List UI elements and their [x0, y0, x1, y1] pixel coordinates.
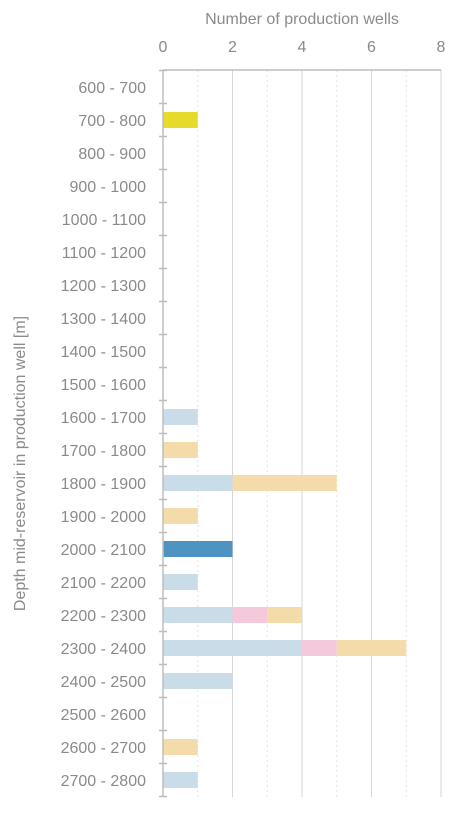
axes: [159, 69, 441, 798]
x-tick-label: 6: [367, 39, 376, 56]
category-label: 700 - 800: [78, 113, 146, 130]
x-tick-labels: 0 2 4 6 8: [159, 39, 446, 56]
category-label: 1300 - 1400: [61, 311, 147, 328]
bar-segment: [163, 673, 233, 689]
bar-segment: [267, 607, 302, 623]
bar-segment: [163, 607, 233, 623]
x-tick-label: 0: [159, 39, 168, 56]
bar-segment: [163, 574, 198, 590]
category-label: 1200 - 1300: [61, 278, 147, 295]
category-label: 2100 - 2200: [61, 575, 147, 592]
bar-segment: [163, 772, 198, 788]
bar-segment: [163, 739, 198, 755]
bars: [163, 112, 407, 788]
category-label: 1400 - 1500: [61, 344, 147, 361]
x-tick-label: 8: [437, 39, 446, 56]
bar-segment: [163, 508, 198, 524]
category-label: 2000 - 2100: [61, 542, 147, 559]
category-label: 1100 - 1200: [62, 245, 146, 262]
bar-segment: [232, 607, 268, 623]
category-label: 1700 - 1800: [61, 443, 147, 460]
category-label: 1900 - 2000: [61, 509, 147, 526]
bar-segment: [232, 475, 337, 491]
bar-segment: [163, 475, 233, 491]
bar-segment: [302, 640, 337, 656]
category-label: 1500 - 1600: [61, 377, 147, 394]
category-labels: 600 - 700 700 - 800 800 - 900 900 - 1000 100…: [61, 80, 147, 790]
bar-segment: [163, 409, 198, 425]
y-axis-title: Depth mid-reservoir in production well […: [12, 316, 29, 611]
category-label: 2500 - 2600: [61, 707, 147, 724]
category-label: 1600 - 1700: [61, 410, 147, 427]
category-label: 900 - 1000: [69, 179, 146, 196]
bar-segment: [163, 112, 198, 128]
x-tick-label: 4: [298, 39, 307, 56]
bar-segment: [336, 640, 407, 656]
x-axis-title: Number of production wells: [205, 11, 399, 28]
bar-segment: [163, 541, 233, 557]
x-tick-label: 2: [228, 39, 237, 56]
category-label: 2600 - 2700: [61, 740, 147, 757]
bar-segment: [163, 640, 302, 656]
gridlines: [197, 70, 442, 797]
category-label: 600 - 700: [78, 80, 146, 97]
category-label: 800 - 900: [78, 146, 146, 163]
category-label: 2400 - 2500: [61, 674, 147, 691]
category-label: 2200 - 2300: [61, 608, 147, 625]
category-label: 1800 - 1900: [61, 476, 147, 493]
category-label: 2700 - 2800: [61, 773, 147, 790]
category-label: 2300 - 2400: [61, 641, 147, 658]
bar-segment: [163, 442, 198, 458]
category-label: 1000 - 1100: [62, 212, 146, 229]
